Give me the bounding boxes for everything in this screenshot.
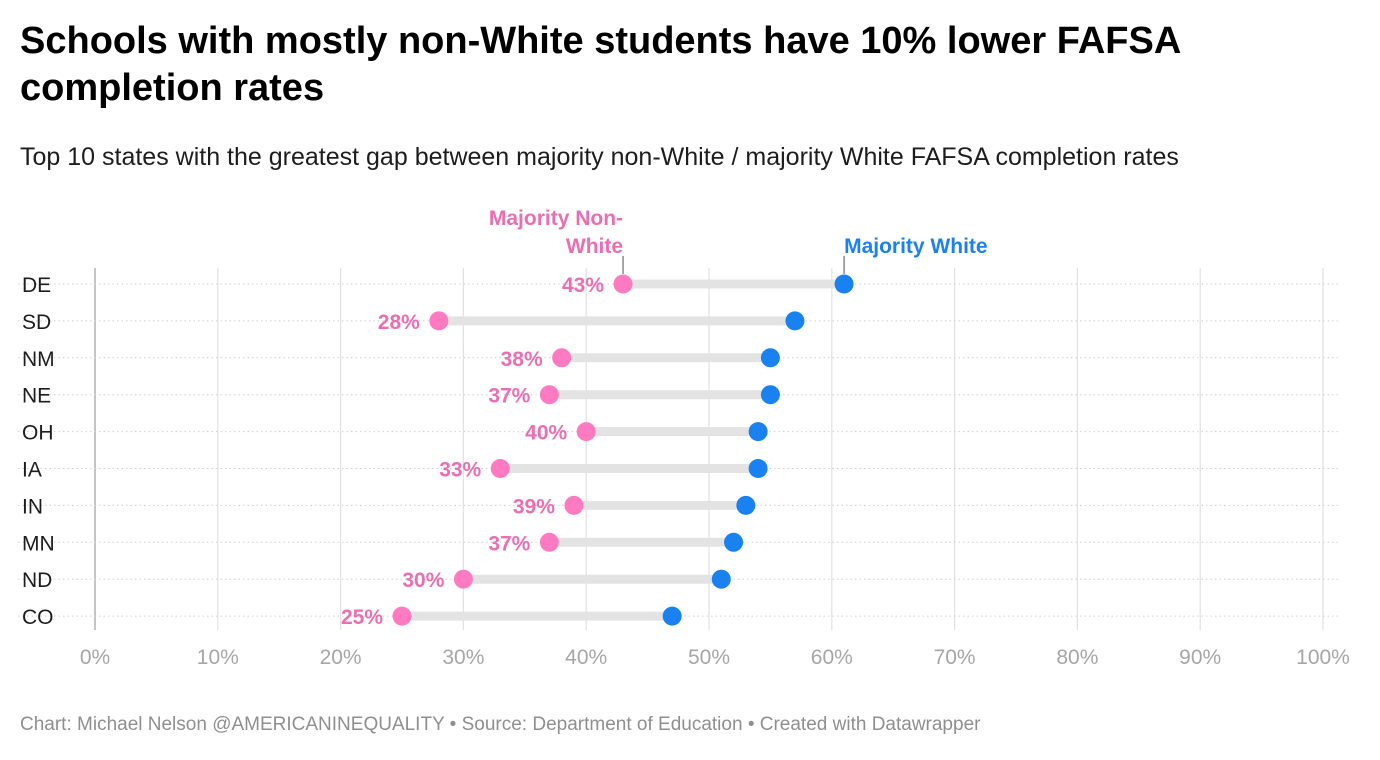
row-ne: NE 37% — [18, 385, 1338, 408]
white-dot — [834, 274, 854, 294]
data-label: 37% — [488, 532, 530, 555]
category-label: IN — [22, 495, 43, 518]
series-annotations: Majority Non- White Majority White — [489, 207, 988, 274]
non-white-dot — [429, 311, 449, 331]
data-label: 28% — [378, 311, 420, 334]
x-tick-label: 80% — [1056, 646, 1098, 669]
white-dot — [711, 569, 731, 589]
category-label: NM — [22, 348, 55, 371]
non-white-dot — [576, 422, 596, 442]
x-tick-label: 40% — [565, 646, 607, 669]
white-dot — [662, 606, 682, 626]
annotation-non-white: Majority Non- — [489, 207, 623, 230]
x-tick-label: 20% — [320, 646, 362, 669]
dot-range-chart: 0% 10% 20% 30% 40% 50% 60% 70% 80% 90% 100% DE 43% SD… — [18, 207, 1350, 669]
non-white-dot — [539, 532, 559, 552]
chart-subtitle: Top 10 states with the greatest gap betw… — [20, 143, 1179, 171]
category-label: ND — [22, 569, 52, 592]
x-tick-label: 30% — [442, 646, 484, 669]
row-oh: OH 40% — [18, 422, 1338, 445]
row-in: IN 39% — [18, 495, 1338, 518]
category-label: OH — [22, 422, 54, 445]
category-label: IA — [22, 459, 42, 482]
gridlines — [94, 268, 1324, 630]
row-co: CO 25% — [18, 606, 1338, 629]
white-dot — [736, 495, 756, 515]
data-label: 39% — [513, 495, 555, 518]
row-nd: ND 30% — [18, 569, 1338, 592]
non-white-dot — [453, 569, 473, 589]
chart-footer: Chart: Michael Nelson @AMERICANINEQUALIT… — [20, 714, 981, 735]
white-dot — [785, 311, 805, 331]
row-mn: MN 37% — [18, 532, 1338, 555]
data-label: 43% — [562, 274, 604, 297]
non-white-dot — [392, 606, 412, 626]
data-label: 40% — [525, 422, 567, 445]
chart-title: Schools with mostly non-White students h… — [20, 20, 1180, 109]
x-axis: 0% 10% 20% 30% 40% 50% 60% 70% 80% 90% 100% — [80, 646, 1350, 669]
category-label: SD — [22, 311, 51, 334]
annotation-non-white: White — [566, 235, 623, 258]
white-dot — [760, 385, 780, 405]
category-label: NE — [22, 385, 51, 408]
category-label: DE — [22, 274, 51, 297]
x-tick-label: 60% — [811, 646, 853, 669]
category-label: CO — [22, 606, 54, 629]
white-dot — [748, 459, 768, 478]
data-label: 38% — [501, 348, 543, 371]
data-label: 30% — [402, 569, 444, 592]
x-tick-label: 50% — [688, 646, 730, 669]
x-tick-label: 90% — [1179, 646, 1221, 669]
row-sd: SD 28% — [18, 311, 1338, 334]
white-dot — [748, 422, 768, 442]
white-dot — [724, 532, 744, 552]
x-tick-label: 70% — [934, 646, 976, 669]
row-de: DE 43% — [18, 274, 1338, 297]
data-label: 25% — [341, 606, 383, 629]
annotation-white: Majority White — [844, 235, 988, 258]
non-white-dot — [613, 274, 633, 294]
white-dot — [760, 348, 780, 368]
non-white-dot — [564, 495, 584, 515]
data-label: 33% — [439, 459, 481, 482]
x-tick-label: 100% — [1296, 646, 1350, 669]
x-tick-label: 10% — [197, 646, 239, 669]
non-white-dot — [539, 385, 559, 405]
category-label: MN — [22, 532, 55, 555]
row-ia: IA 33% — [18, 459, 1338, 482]
non-white-dot — [552, 348, 572, 368]
data-label: 37% — [488, 385, 530, 408]
row-nm: NM 38% — [18, 348, 1338, 371]
non-white-dot — [490, 459, 510, 478]
x-tick-label: 0% — [80, 646, 110, 669]
